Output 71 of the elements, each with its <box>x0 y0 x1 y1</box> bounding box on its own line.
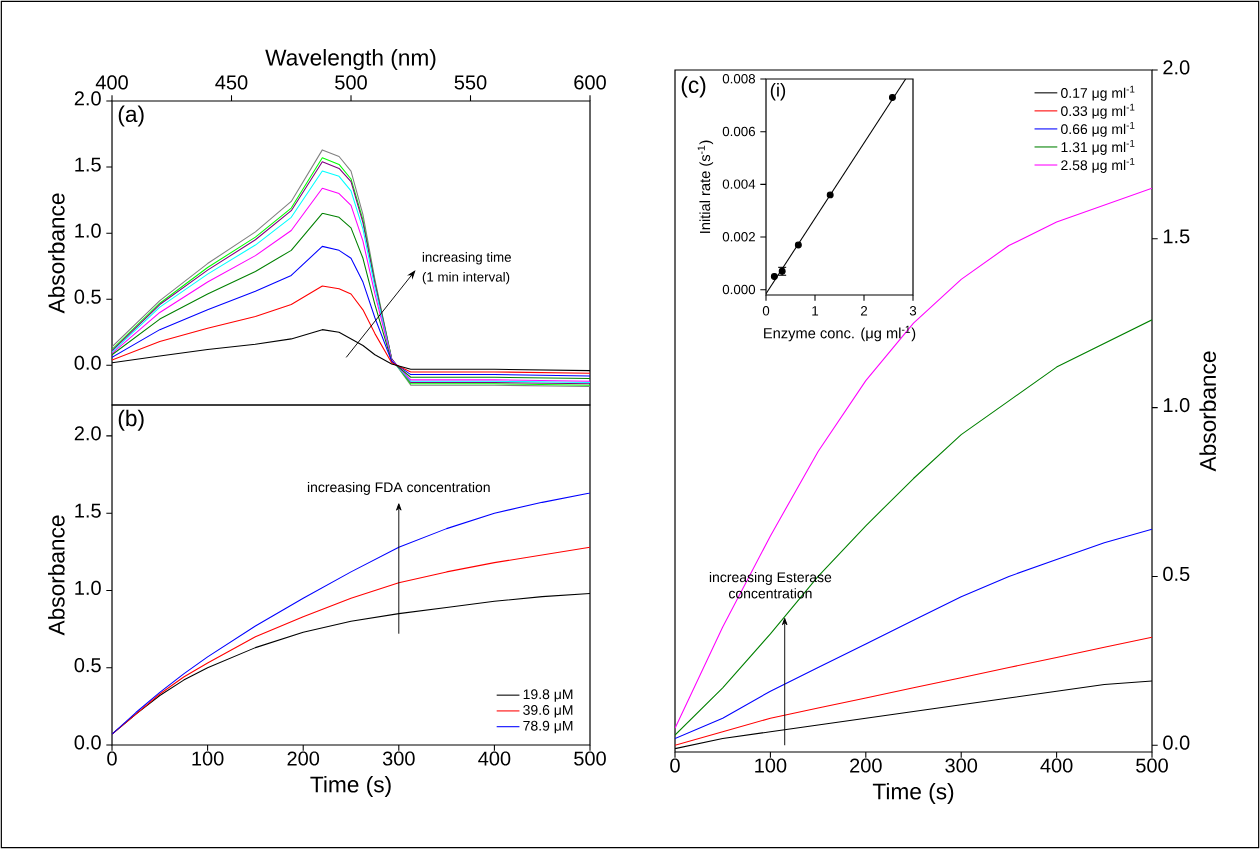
y-tick-label: 1.5 <box>75 157 101 172</box>
y-tick-label: 1.5 <box>75 503 101 518</box>
y-tick-label: 2.0 <box>74 91 101 106</box>
x-tick-label: 100 <box>755 758 787 773</box>
legend-label: 0.66 μg ml$^{-1}$ <box>1061 121 1135 137</box>
y2-tick-label: 1.0 <box>1163 397 1190 413</box>
x-tick-label: 0 <box>107 751 117 766</box>
x-tick-label: 300 <box>382 751 415 766</box>
y-tick-label: 0.5 <box>74 289 101 304</box>
x-axis-title: Time (s) <box>310 775 391 797</box>
x-tick-label: 400 <box>95 75 128 90</box>
point <box>826 191 834 199</box>
x-tick-label: 3 <box>909 306 917 316</box>
line-series <box>675 528 1152 740</box>
chart-title: (i) <box>770 83 786 101</box>
x-tick-label: 600 <box>574 75 606 90</box>
legend-label: 0.17 μg ml$^{-1}$ <box>1061 85 1135 101</box>
legend-label: 2.58 μg ml$^{-1}$ <box>1061 157 1135 173</box>
x-tick-label: 400 <box>1040 758 1073 773</box>
legend-label: 19.8 μM <box>523 689 573 702</box>
x-tick-label: 0 <box>670 758 680 773</box>
annotation: increasing time <box>422 252 511 265</box>
x-tick-label: 500 <box>574 751 606 766</box>
y2-tick-label: 0.5 <box>1163 566 1190 581</box>
x-tick-label: 200 <box>850 758 882 773</box>
annotation: increasing FDA concentration <box>307 481 490 495</box>
legend-label: 1.31 μg ml$^{-1}$ <box>1061 139 1135 155</box>
x-axis-title: Wavelength (nm) <box>265 48 436 71</box>
y2-tick-label: 0.0 <box>1163 735 1190 750</box>
y-tick-label: 1.0 <box>75 223 101 238</box>
x-tick-label: 2 <box>860 306 868 316</box>
x-tick-label: 500 <box>335 75 367 90</box>
legend-label: 78.9 μM <box>523 720 573 734</box>
point <box>770 273 778 281</box>
x-tick-label: 0 <box>762 306 770 316</box>
chart-title: (a) <box>118 105 144 127</box>
y-tick-label: 0.004 <box>722 179 756 189</box>
x-tick-label: 550 <box>454 75 487 90</box>
y-tick-label: 0.0 <box>74 355 101 370</box>
y-tick-label: 2.0 <box>74 426 101 441</box>
y2-axis-title: Absorbance <box>1199 351 1217 472</box>
y-axis-title: Initial rate (s$^{-1}$) <box>697 140 714 233</box>
x-tick-label: 100 <box>192 751 224 766</box>
x-tick-label: 200 <box>287 751 320 766</box>
x-tick-label: 450 <box>215 75 248 90</box>
line-series <box>112 245 591 377</box>
y-axis-title: Absorbance <box>48 515 65 636</box>
x-tick-label: 1 <box>812 306 819 316</box>
y2-tick-label: 1.5 <box>1163 229 1190 244</box>
point <box>888 93 896 101</box>
y-tick-label: 0.000 <box>722 284 756 295</box>
x-tick-label: 300 <box>945 758 978 773</box>
y-tick-label: 0.008 <box>722 74 756 84</box>
annotation: (1 min interval) <box>422 271 510 285</box>
point <box>794 241 802 249</box>
chart-title: (b) <box>118 409 144 431</box>
legend-label: 0.33 μg ml$^{-1}$ <box>1061 103 1135 119</box>
y-tick-label: 0.002 <box>722 232 755 242</box>
y-tick-label: 0.5 <box>74 658 101 673</box>
legend-label: 39.6 μM <box>523 705 573 718</box>
y-tick-label: 1.0 <box>75 580 101 595</box>
y-tick-label: 0.006 <box>722 126 756 137</box>
x-tick-label: 500 <box>1136 758 1168 773</box>
x-tick-label: 400 <box>478 751 511 766</box>
chart-title: (c) <box>681 76 706 98</box>
y2-tick-label: 2.0 <box>1163 60 1190 75</box>
y-axis-title: Absorbance <box>48 193 65 314</box>
line-series <box>112 285 591 374</box>
y-tick-label: 0.0 <box>74 735 101 750</box>
x-axis-title: Time (s) <box>872 782 954 804</box>
line-series <box>675 636 1152 746</box>
